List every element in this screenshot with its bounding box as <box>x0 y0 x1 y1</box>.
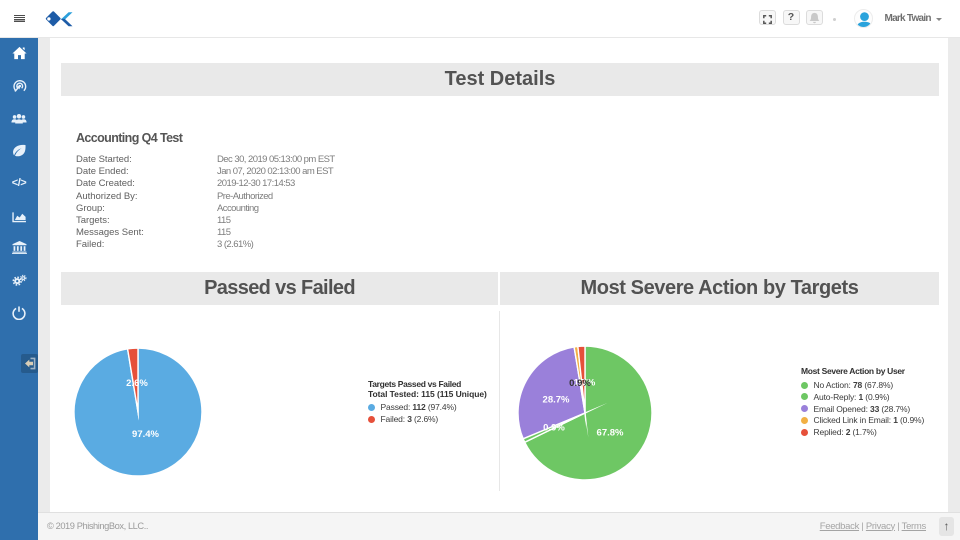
svg-text:1.7%: 1.7% <box>574 377 596 388</box>
svg-text:97.4%: 97.4% <box>132 428 159 439</box>
svg-text:2.6%: 2.6% <box>126 377 148 388</box>
svg-text:28.7%: 28.7% <box>543 394 570 405</box>
svg-text:0.9%: 0.9% <box>569 377 591 388</box>
svg-text:67.8%: 67.8% <box>597 427 624 438</box>
svg-text:0.9%: 0.9% <box>543 422 565 433</box>
